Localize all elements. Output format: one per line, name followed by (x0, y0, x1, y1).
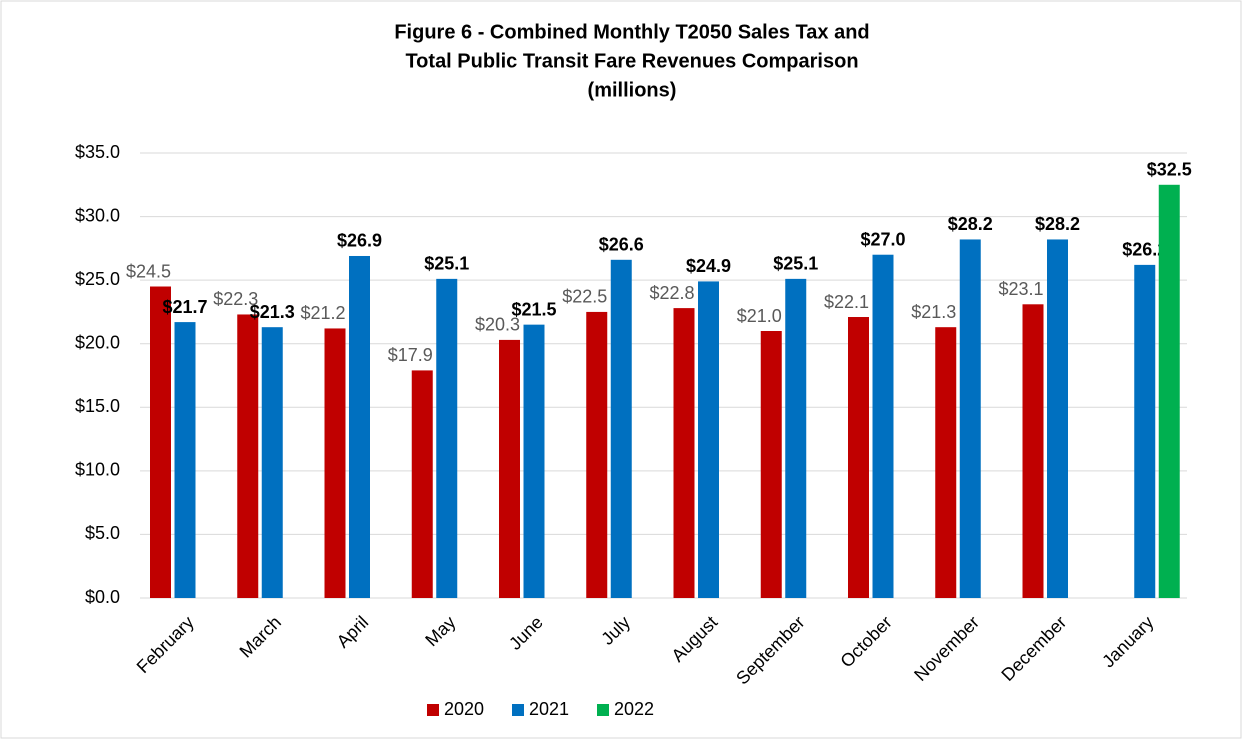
bar (1134, 264, 1156, 598)
bar (935, 327, 957, 598)
bar (436, 278, 458, 598)
bar (1158, 184, 1180, 599)
data-label: $21.5 (511, 299, 556, 319)
bar (872, 254, 894, 598)
y-tick-label: $35.0 (75, 142, 120, 162)
bar (1022, 304, 1044, 598)
data-label: $22.5 (562, 287, 607, 307)
legend-label: 2021 (529, 699, 569, 719)
chart-title: Total Public Transit Fare Revenues Compa… (405, 50, 858, 72)
bar (150, 286, 171, 598)
y-tick-label: $5.0 (85, 523, 120, 543)
data-label: $22.3 (213, 289, 258, 309)
bar (349, 255, 370, 598)
data-label: $23.1 (998, 279, 1043, 299)
y-tick-label: $20.0 (75, 332, 120, 352)
data-label: $24.5 (126, 261, 171, 281)
bar (1047, 239, 1068, 598)
bar (174, 322, 196, 598)
data-label: $27.0 (860, 229, 905, 249)
data-label: $17.9 (388, 345, 433, 365)
legend-swatch (512, 704, 524, 716)
data-label: $21.0 (737, 306, 782, 326)
data-label: $28.2 (948, 214, 993, 234)
legend-label: 2022 (614, 699, 654, 719)
y-tick-label: $25.0 (75, 269, 120, 289)
bar (959, 239, 981, 598)
bar (610, 259, 632, 598)
data-label: $22.8 (649, 283, 694, 303)
data-label: $21.3 (911, 302, 956, 322)
data-label: $28.2 (1035, 214, 1080, 234)
bar (261, 327, 283, 598)
bar (499, 339, 520, 598)
y-tick-label: $10.0 (75, 460, 120, 480)
data-label: $25.1 (773, 254, 818, 274)
y-tick-label: $0.0 (85, 587, 120, 607)
data-label: $32.5 (1147, 160, 1192, 180)
bar (673, 308, 695, 598)
data-label: $25.1 (424, 254, 469, 274)
data-label: $22.1 (824, 292, 869, 312)
data-label: $21.3 (250, 302, 295, 322)
bar (237, 314, 259, 598)
chart-title: (millions) (588, 79, 677, 101)
data-label: $20.3 (475, 315, 520, 335)
legend-label: 2020 (444, 699, 484, 719)
legend-swatch (427, 704, 439, 716)
bar (586, 311, 608, 598)
bar (785, 278, 807, 598)
y-tick-label: $30.0 (75, 205, 120, 225)
chart-title: Figure 6 - Combined Monthly T2050 Sales … (394, 21, 869, 43)
bar (698, 281, 719, 598)
data-label: $24.9 (686, 256, 731, 276)
data-label: $26.6 (599, 235, 644, 255)
bar (523, 324, 545, 598)
data-label: $21.2 (300, 303, 345, 323)
data-label: $21.7 (162, 297, 207, 317)
bar (848, 317, 869, 598)
y-tick-label: $15.0 (75, 396, 120, 416)
data-label: $26.2 (1122, 240, 1167, 260)
data-label: $26.9 (337, 231, 382, 251)
bar (760, 331, 782, 598)
bar (324, 328, 346, 598)
legend-swatch (597, 704, 609, 716)
bar (411, 370, 433, 598)
